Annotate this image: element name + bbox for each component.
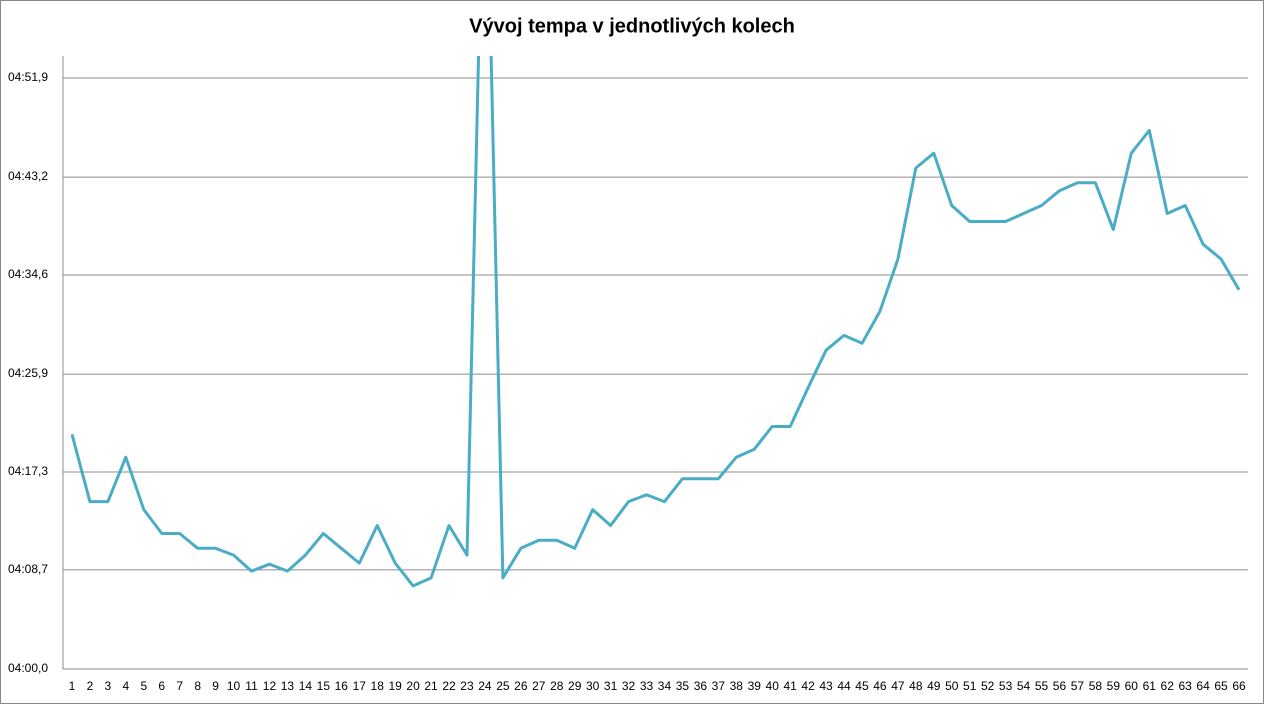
x-tick-label: 49 [927, 679, 941, 693]
y-tick-label: 04:00,0 [8, 661, 48, 675]
x-tick-label: 34 [658, 679, 672, 693]
x-tick-label: 31 [604, 679, 618, 693]
y-tick-label: 04:51,9 [8, 70, 48, 84]
x-tick-label: 64 [1196, 679, 1210, 693]
x-tick-label: 37 [712, 679, 726, 693]
x-tick-label: 5 [140, 679, 147, 693]
x-tick-label: 21 [424, 679, 438, 693]
x-tick-label: 52 [981, 679, 995, 693]
x-tick-label: 9 [212, 679, 219, 693]
x-tick-label: 29 [568, 679, 582, 693]
x-tick-label: 3 [105, 679, 112, 693]
x-tick-label: 38 [730, 679, 744, 693]
x-tick-label: 2 [87, 679, 94, 693]
x-tick-label: 50 [945, 679, 959, 693]
x-tick-label: 57 [1071, 679, 1085, 693]
y-tick-label: 04:25,9 [8, 366, 48, 380]
x-tick-label: 1 [69, 679, 76, 693]
y-tick-label: 04:34,6 [8, 267, 48, 281]
x-tick-label: 62 [1161, 679, 1175, 693]
x-tick-label: 26 [514, 679, 528, 693]
x-tick-label: 10 [227, 679, 241, 693]
x-tick-label: 32 [622, 679, 636, 693]
chart-title: Vývoj tempa v jednotlivých kolech [469, 15, 795, 37]
x-tick-label: 4 [122, 679, 129, 693]
x-tick-label: 17 [353, 679, 367, 693]
x-tick-label: 53 [999, 679, 1013, 693]
x-tick-label: 47 [891, 679, 905, 693]
x-tick-label: 61 [1143, 679, 1157, 693]
x-tick-label: 65 [1214, 679, 1228, 693]
x-tick-label: 55 [1035, 679, 1049, 693]
x-tick-label: 46 [873, 679, 887, 693]
x-tick-label: 28 [550, 679, 564, 693]
x-tick-label: 40 [766, 679, 780, 693]
x-tick-label: 66 [1232, 679, 1246, 693]
x-tick-label: 12 [263, 679, 277, 693]
series-line [70, 56, 1241, 588]
x-tick-label: 44 [837, 679, 851, 693]
x-tick-label: 20 [406, 679, 420, 693]
x-tick-label: 15 [317, 679, 331, 693]
x-tick-label: 59 [1107, 679, 1121, 693]
x-tick-label: 6 [158, 679, 165, 693]
x-tick-label: 51 [963, 679, 977, 693]
y-tick-label: 04:17,3 [8, 464, 48, 478]
x-tick-label: 23 [460, 679, 474, 693]
y-tick-label: 04:08,7 [8, 562, 48, 576]
x-tick-label: 27 [532, 679, 546, 693]
x-tick-label: 56 [1053, 679, 1067, 693]
x-tick-label: 43 [819, 679, 833, 693]
x-tick-label: 13 [281, 679, 295, 693]
x-tick-label: 54 [1017, 679, 1031, 693]
x-tick-label: 58 [1089, 679, 1103, 693]
x-tick-label: 7 [176, 679, 183, 693]
x-tick-label: 63 [1178, 679, 1192, 693]
y-tick-label: 04:43,2 [8, 169, 48, 183]
x-tick-label: 33 [640, 679, 654, 693]
x-tick-label: 22 [442, 679, 456, 693]
x-tick-label: 30 [586, 679, 600, 693]
x-tick-label: 41 [783, 679, 797, 693]
x-tick-label: 11 [245, 679, 258, 693]
x-tick-label: 14 [299, 679, 313, 693]
x-tick-label: 45 [855, 679, 869, 693]
x-tick-label: 18 [371, 679, 385, 693]
x-tick-label: 19 [388, 679, 402, 693]
x-tick-label: 8 [194, 679, 201, 693]
x-tick-label: 36 [694, 679, 708, 693]
x-tick-label: 60 [1125, 679, 1139, 693]
x-tick-label: 39 [748, 679, 762, 693]
x-tick-label: 16 [335, 679, 349, 693]
x-tick-label: 48 [909, 679, 923, 693]
x-tick-label: 35 [676, 679, 690, 693]
x-tick-label: 25 [496, 679, 510, 693]
x-tick-label: 42 [801, 679, 815, 693]
x-tick-label: 24 [478, 679, 492, 693]
